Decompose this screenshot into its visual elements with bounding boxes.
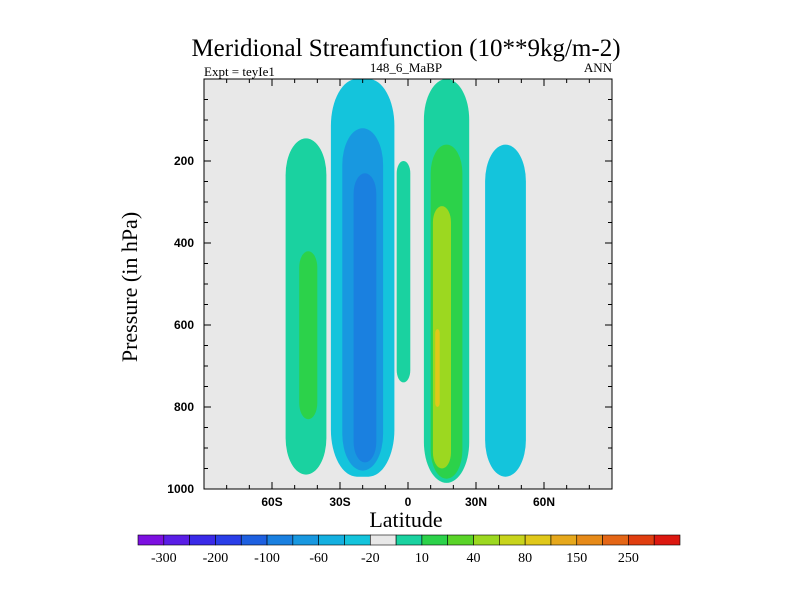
colorbar-box	[395, 534, 423, 546]
contour-sh-negative-core	[353, 173, 377, 463]
colorbar-box	[240, 534, 268, 546]
x-tick-label: 0	[405, 495, 412, 509]
plot-area: 200 400 600 800 1000 60S 30S 0 30N 60N	[167, 78, 613, 509]
colorbar-box	[524, 534, 552, 546]
colorbar-box	[215, 534, 242, 546]
colorbar-box	[137, 534, 165, 546]
colorbar-label: -60	[309, 551, 328, 566]
colorbar-box	[447, 534, 474, 546]
colorbar-box	[473, 534, 500, 546]
colorbar-label: -20	[361, 551, 380, 566]
colorbar-label: 150	[566, 551, 587, 566]
colorbar-box	[266, 534, 294, 546]
y-tick-label: 1000	[167, 482, 194, 496]
x-tick-label: 30N	[465, 495, 487, 509]
colorbar-box	[344, 534, 371, 546]
chart-title: Meridional Streamfunction (10**9kg/m-2)	[191, 35, 620, 62]
y-tick-label: 400	[174, 236, 194, 250]
x-tick-label: 30S	[329, 495, 350, 509]
x-tick-label: 60N	[533, 495, 555, 509]
contour-eq-positive-band	[396, 161, 411, 383]
colorbar: -300 -200 -100 -60 -20 10 40 80 150 250	[137, 534, 681, 566]
x-axis-label: Latitude	[369, 507, 442, 532]
colorbar-label: 250	[618, 551, 639, 566]
colorbar-label: 10	[415, 551, 429, 566]
colorbar-box	[628, 534, 655, 546]
y-axis-label: Pressure (in hPa)	[117, 212, 142, 362]
colorbar-box	[421, 534, 449, 546]
x-tick-label: 60S	[261, 495, 282, 509]
colorbar-box	[292, 534, 319, 546]
contour-nh-positive-peak	[435, 329, 440, 407]
colorbar-box	[576, 534, 603, 546]
contour-nh-negative	[485, 144, 526, 477]
contour-sh-outer-positive-core	[299, 251, 318, 420]
colorbar-box	[499, 534, 526, 546]
colorbar-label: -100	[254, 551, 280, 566]
experiment-label: Expt = teyIe1	[204, 64, 275, 79]
colorbar-box	[163, 534, 190, 546]
y-tick-label: 800	[174, 400, 194, 414]
colorbar-label: -300	[151, 551, 177, 566]
colorbar-box	[602, 534, 629, 546]
y-tick-label: 200	[174, 154, 194, 168]
axis-ticks: 200 400 600 800 1000 60S 30S 0 30N 60N	[167, 79, 612, 509]
season-label: ANN	[584, 60, 613, 75]
y-tick-label: 600	[174, 318, 194, 332]
colorbar-label: 40	[467, 551, 481, 566]
colorbar-box	[550, 534, 578, 546]
colorbar-label: 80	[518, 551, 532, 566]
colorbar-box	[369, 534, 397, 546]
contour-regions	[285, 79, 526, 483]
colorbar-box	[318, 534, 345, 546]
period-label: 148_6_MaBP	[370, 60, 442, 75]
colorbar-label: -200	[203, 551, 229, 566]
colorbar-box	[189, 534, 216, 546]
colorbar-box	[653, 534, 681, 546]
